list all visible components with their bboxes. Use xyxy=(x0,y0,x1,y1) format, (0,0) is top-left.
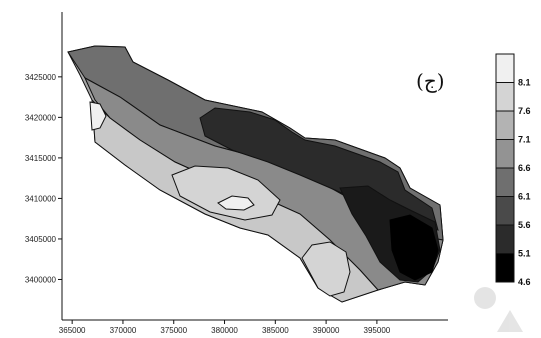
x-tick-label: 390000 xyxy=(313,326,340,335)
region-west-tip-peak xyxy=(89,101,107,131)
panel-label: (ج) xyxy=(416,69,445,93)
axes: 365000 370000 375000 380000 385000 390000 3950… xyxy=(25,12,448,335)
contour-field xyxy=(67,45,444,303)
region-south-high xyxy=(301,241,351,297)
y-tick-label: 3420000 xyxy=(25,113,57,122)
legend-swatch xyxy=(495,167,515,197)
y-tick-label: 3425000 xyxy=(25,73,57,82)
legend-level-label: 5.6 xyxy=(518,220,531,230)
region-central-high xyxy=(171,165,281,221)
y-ticks: 3400000 3405000 3410000 3415000 3420000 34250… xyxy=(25,73,62,284)
legend-level-label: 5.1 xyxy=(518,249,531,259)
watermark-circle xyxy=(474,287,496,309)
x-tick-label: 395000 xyxy=(364,326,391,335)
legend-level-label: 4.6 xyxy=(518,277,531,287)
x-tick-label: 370000 xyxy=(110,326,137,335)
region-east-min xyxy=(389,214,439,281)
y-tick-label: 3410000 xyxy=(25,194,57,203)
legend-swatch xyxy=(495,139,515,169)
x-ticks: 365000 370000 375000 380000 385000 390000 3950… xyxy=(59,320,391,335)
legend-level-label: 6.6 xyxy=(518,163,531,173)
legend-swatch xyxy=(495,253,515,283)
x-tick-label: 380000 xyxy=(211,326,238,335)
y-tick-label: 3400000 xyxy=(25,275,57,284)
legend-level-label: 8.1 xyxy=(518,78,531,88)
y-tick-label: 3405000 xyxy=(25,235,57,244)
watermark-triangle xyxy=(497,310,523,332)
y-tick-label: 3415000 xyxy=(25,154,57,163)
x-tick-label: 385000 xyxy=(262,326,289,335)
legend-level-label: 7.1 xyxy=(518,135,531,145)
legend-level-label: 6.1 xyxy=(518,192,531,202)
x-tick-label: 375000 xyxy=(160,326,187,335)
legend-level-label: 7.6 xyxy=(518,106,531,116)
region-central-peak xyxy=(217,195,255,211)
watermark xyxy=(474,287,523,332)
legend: 8.1 7.6 7.1 6.6 6.1 5.6 5.1 4.6 xyxy=(495,53,531,287)
legend-swatch xyxy=(495,224,515,254)
legend-swatch xyxy=(495,53,515,83)
legend-swatch xyxy=(495,110,515,140)
legend-swatch xyxy=(495,196,515,226)
x-tick-label: 365000 xyxy=(59,326,86,335)
legend-swatch xyxy=(495,82,515,112)
